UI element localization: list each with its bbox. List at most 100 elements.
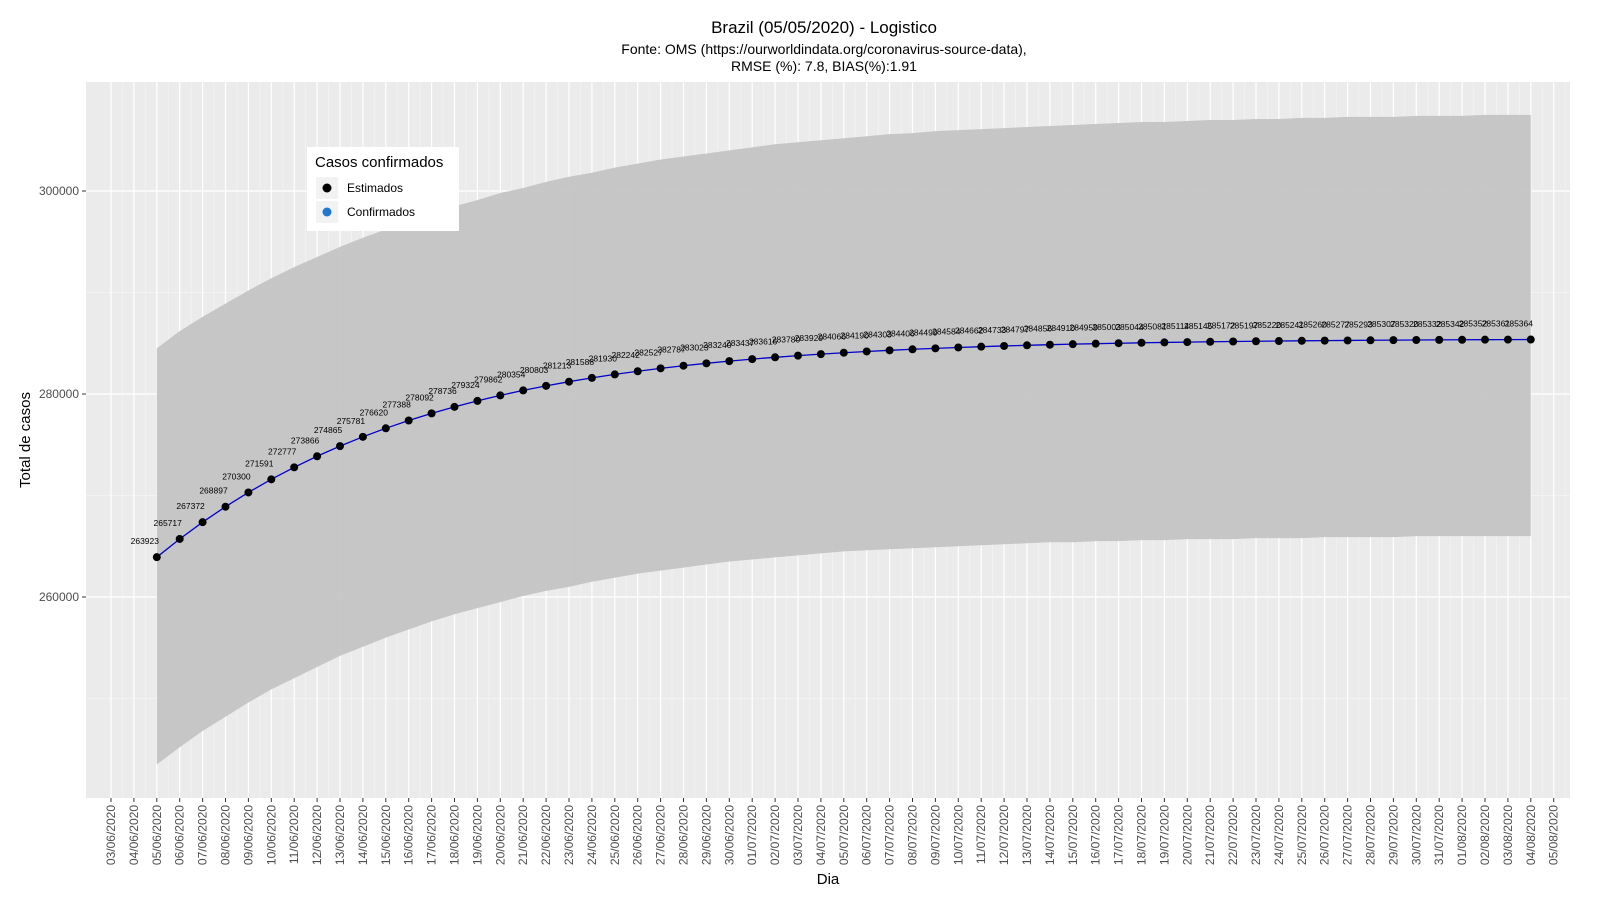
data-label-40: 284910 — [1047, 323, 1076, 333]
legend-key-confirmados — [322, 207, 332, 217]
x-tick-label-44: 17/07/2020 — [1112, 805, 1126, 865]
data-point-44 — [1160, 338, 1169, 347]
data-label-7: 273866 — [291, 435, 320, 445]
data-label-19: 281588 — [566, 357, 595, 367]
x-tick-label-48: 21/07/2020 — [1203, 805, 1217, 865]
data-label-1: 265717 — [154, 518, 183, 528]
data-point-18 — [565, 377, 573, 386]
x-tick-label-17: 20/06/2020 — [493, 805, 507, 865]
data-label-43: 285044 — [1115, 322, 1144, 332]
data-point-40 — [1068, 340, 1077, 349]
data-label-22: 282527 — [634, 347, 663, 357]
x-tick-label-34: 07/07/2020 — [883, 805, 897, 865]
x-tick-label-57: 30/07/2020 — [1409, 805, 1423, 865]
data-point-37 — [1000, 341, 1009, 350]
y-axis: 260000 280000 300000 — [39, 184, 86, 604]
x-tick-label-7: 10/06/2020 — [264, 805, 278, 865]
data-label-3: 268897 — [199, 486, 228, 496]
x-tick-label-6: 09/06/2020 — [241, 805, 255, 865]
x-tick-label-3: 06/06/2020 — [173, 805, 187, 865]
x-tick-label-56: 29/07/2020 — [1386, 805, 1400, 865]
point-layer — [152, 335, 1535, 562]
x-tick-label-43: 16/07/2020 — [1089, 805, 1103, 865]
x-tick-label-40: 13/07/2020 — [1020, 805, 1034, 865]
x-tick-label-29: 02/07/2020 — [768, 805, 782, 865]
data-label-51: 285260 — [1299, 320, 1328, 330]
data-point-35 — [954, 343, 963, 352]
x-tick-label-46: 19/07/2020 — [1157, 805, 1171, 865]
data-point-1 — [175, 534, 184, 543]
data-point-49 — [1274, 337, 1283, 346]
data-point-27 — [771, 353, 780, 362]
x-tick-label-45: 18/07/2020 — [1135, 805, 1149, 865]
x-tick-label-52: 25/07/2020 — [1295, 805, 1309, 865]
data-point-53 — [1366, 336, 1375, 345]
data-point-12 — [427, 409, 436, 418]
data-label-44: 285081 — [1138, 321, 1167, 331]
data-point-59 — [1503, 335, 1512, 344]
data-label-29: 283929 — [795, 333, 824, 343]
data-point-2 — [198, 518, 207, 527]
data-point-9 — [358, 432, 367, 441]
x-tick-label-21: 24/06/2020 — [585, 805, 599, 865]
data-label-0: 263923 — [131, 536, 160, 546]
x-tick-label-15: 18/06/2020 — [448, 805, 462, 865]
x-tick-label-9: 12/06/2020 — [310, 805, 324, 865]
data-label-49: 285220 — [1253, 320, 1282, 330]
data-point-20 — [610, 370, 619, 379]
x-axis-title: Dia — [817, 871, 840, 888]
legend: Casos confirmados Estimados Confirmados — [307, 147, 459, 231]
data-label-18: 281213 — [543, 361, 572, 371]
x-tick-label-10: 13/06/2020 — [333, 805, 347, 865]
x-tick-label-20: 23/06/2020 — [562, 805, 576, 865]
data-point-22 — [656, 364, 665, 373]
x-tick-label-36: 09/07/2020 — [928, 805, 942, 865]
data-point-41 — [1091, 339, 1100, 348]
x-tick-label-1: 04/06/2020 — [127, 805, 141, 865]
data-point-31 — [862, 347, 871, 356]
data-point-56 — [1435, 335, 1444, 344]
x-tick-label-63: 05/08/2020 — [1547, 805, 1561, 865]
x-tick-label-32: 05/07/2020 — [837, 805, 851, 865]
data-label-15: 279862 — [474, 374, 503, 384]
ribbon-layer — [156, 114, 1531, 765]
x-tick-label-12: 15/06/2020 — [379, 805, 393, 865]
x-tick-label-39: 12/07/2020 — [997, 805, 1011, 865]
data-point-24 — [702, 359, 711, 368]
data-point-30 — [839, 348, 848, 357]
data-point-38 — [1023, 341, 1031, 350]
data-point-34 — [931, 344, 940, 353]
data-label-55: 285320 — [1390, 319, 1419, 329]
data-point-3 — [221, 502, 230, 511]
data-label-45: 285114 — [1161, 321, 1189, 331]
data-label-41: 284959 — [1070, 323, 1099, 333]
data-label-37: 284733 — [978, 325, 1007, 335]
data-label-39: 284856 — [1024, 324, 1053, 334]
data-label-59: 285361 — [1482, 319, 1511, 329]
data-point-10 — [381, 424, 390, 433]
data-point-5 — [267, 475, 276, 484]
data-point-46 — [1206, 337, 1215, 346]
data-point-60 — [1526, 335, 1535, 344]
data-label-54: 285307 — [1367, 319, 1396, 329]
x-axis: 03/06/2020 04/06/2020 05/06/2020 06/06/2020… — [104, 798, 1561, 865]
data-label-13: 278736 — [428, 386, 457, 396]
x-tick-label-11: 14/06/2020 — [356, 805, 370, 865]
data-label-48: 285197 — [1230, 320, 1259, 330]
data-label-16: 280354 — [497, 369, 526, 379]
data-label-57: 285342 — [1436, 319, 1465, 329]
data-label-5: 271591 — [245, 458, 274, 468]
x-tick-label-41: 14/07/2020 — [1043, 805, 1057, 865]
data-point-52 — [1343, 336, 1352, 345]
data-label-56: 285332 — [1413, 319, 1442, 329]
data-point-6 — [290, 463, 299, 472]
y-tick-label-1: 280000 — [39, 387, 79, 401]
data-point-4 — [244, 488, 253, 497]
x-tick-label-61: 03/08/2020 — [1501, 805, 1515, 865]
data-label-32: 284303 — [863, 329, 892, 339]
data-label-4: 270300 — [222, 471, 251, 481]
data-point-58 — [1481, 335, 1489, 344]
legend-title: Casos confirmados — [315, 154, 443, 171]
data-point-25 — [725, 357, 734, 366]
